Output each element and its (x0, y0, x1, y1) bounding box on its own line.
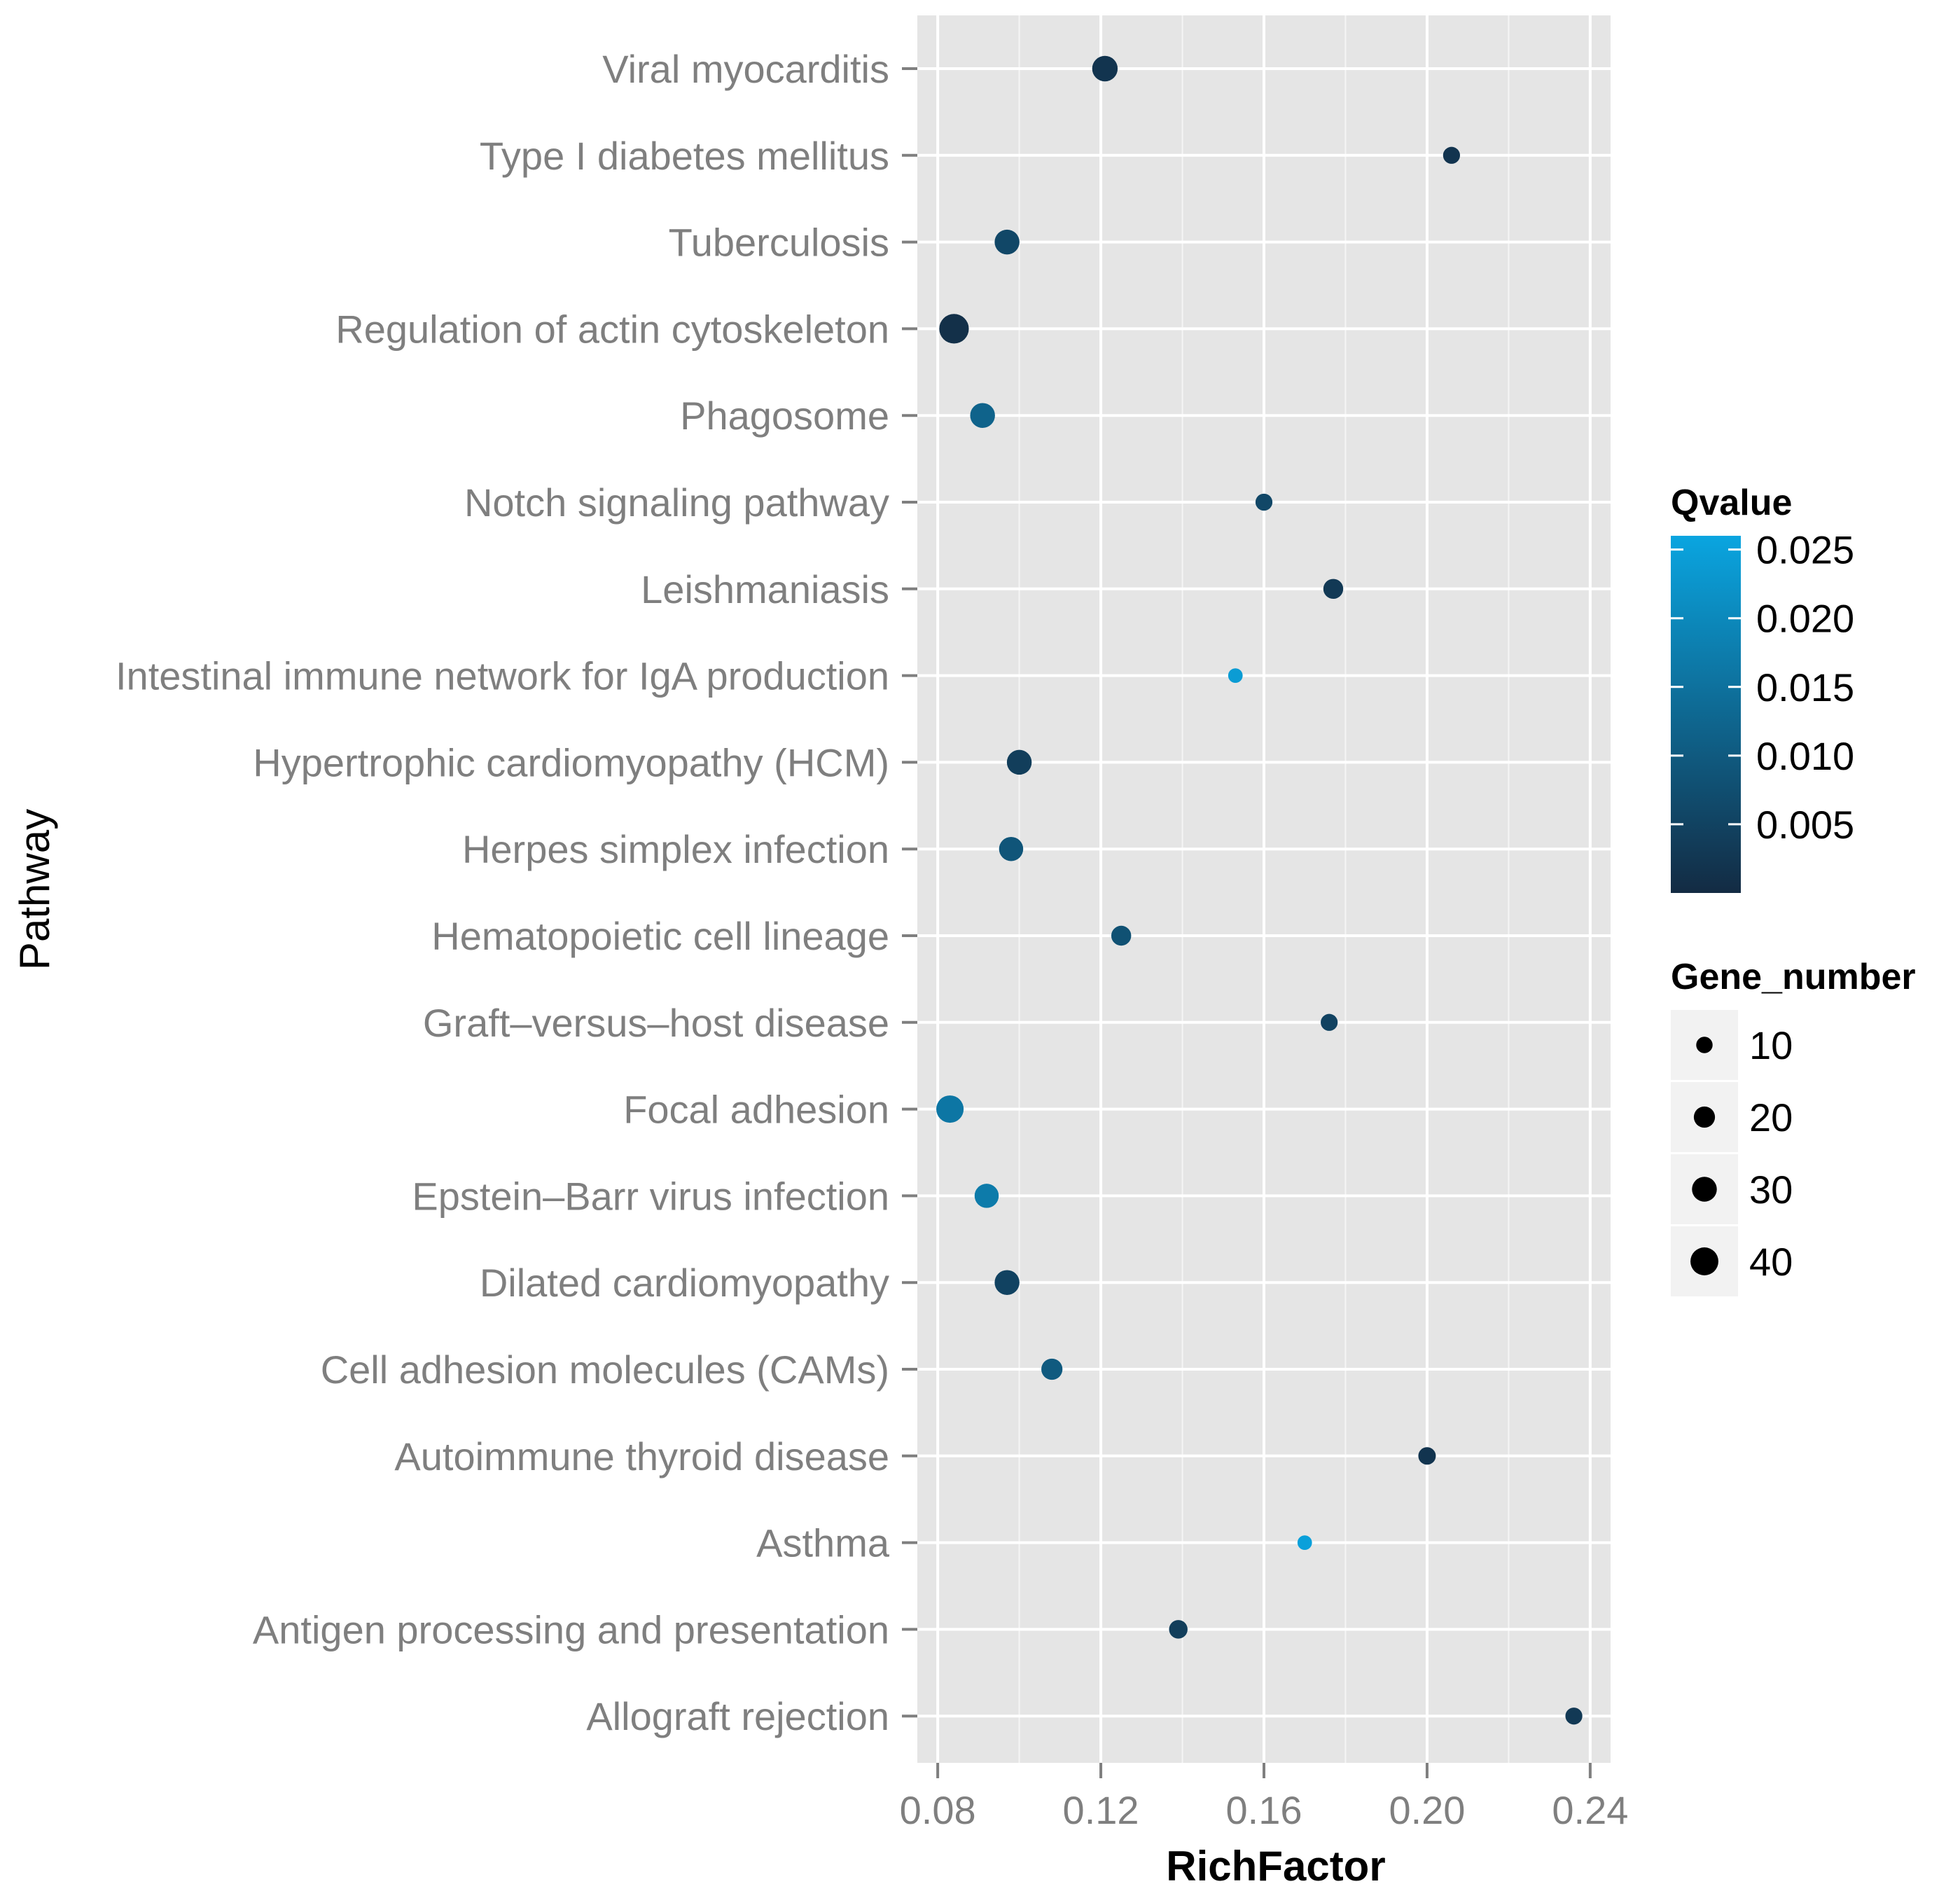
y-tick-label: Dilated cardiomyopathy (480, 1261, 889, 1305)
size-key-circle (1692, 1177, 1717, 1202)
data-point (1006, 749, 1032, 775)
data-point (1092, 55, 1118, 82)
y-tick-label: Autoimmune thyroid disease (394, 1434, 889, 1478)
y-tick-label: Graft–versus–host disease (423, 1001, 889, 1045)
size-key-circle (1693, 1106, 1716, 1128)
y-tick-label: Tuberculosis (669, 221, 889, 265)
data-point (994, 229, 1020, 255)
data-point (1255, 493, 1273, 511)
y-tick-label: Hematopoietic cell lineage (431, 914, 889, 958)
colorbar-label: 0.015 (1756, 665, 1854, 709)
data-point (1169, 1620, 1188, 1639)
y-tick-label: Viral myocarditis (602, 47, 889, 91)
y-tick-label: Allograft rejection (586, 1694, 889, 1738)
gene-number-legend-title: Gene_number (1671, 957, 1916, 997)
gene-number-legend: Gene_number 10 20 30 40 (1671, 957, 1916, 1296)
y-tick-label: Herpes simplex infection (462, 827, 889, 871)
y-axis-title: Pathway (11, 809, 58, 970)
size-key-label: 40 (1749, 1240, 1793, 1284)
y-tick-label: Leishmaniasis (641, 567, 889, 611)
data-point (1443, 146, 1461, 164)
qvalue-legend: Qvalue 0.005 0.010 0.015 0.020 0.025 (1671, 483, 1854, 893)
size-key-label: 30 (1749, 1168, 1793, 1212)
size-key-label: 10 (1749, 1023, 1793, 1067)
y-tick-label: Intestinal immune network for IgA produc… (116, 654, 889, 698)
y-tick-label: Epstein–Barr virus infection (412, 1174, 889, 1218)
data-point (994, 1270, 1020, 1295)
x-tick-label: 0.12 (1063, 1788, 1139, 1832)
data-point (1111, 925, 1132, 946)
colorbar-label: 0.020 (1756, 597, 1854, 641)
y-tick-label: Notch signaling pathway (464, 480, 889, 525)
data-point (1297, 1535, 1312, 1550)
data-point (936, 1095, 964, 1123)
data-point (1228, 668, 1243, 683)
grid-major (917, 15, 1611, 1763)
y-tick-label: Phagosome (680, 394, 889, 438)
x-tick-label: 0.08 (900, 1788, 976, 1832)
y-tick-label: Antigen processing and presentation (253, 1607, 889, 1651)
data-point (1041, 1358, 1063, 1380)
y-tick-label: Regulation of actin cytoskeleton (335, 307, 889, 351)
y-tick-label: Focal adhesion (623, 1088, 889, 1132)
size-key-label: 20 (1749, 1095, 1793, 1140)
data-point (939, 314, 969, 344)
data-point (999, 836, 1024, 861)
x-tick-label: 0.24 (1552, 1788, 1628, 1832)
y-tick-label: Asthma (756, 1521, 890, 1565)
y-tick-label: Cell adhesion molecules (CAMs) (321, 1348, 889, 1392)
data-point (1418, 1447, 1436, 1465)
data-points (936, 55, 1583, 1725)
data-point (974, 1184, 999, 1208)
qvalue-legend-title: Qvalue (1671, 483, 1792, 523)
x-tick-label: 0.20 (1389, 1788, 1465, 1832)
y-tick-label: Type I diabetes mellitus (480, 134, 889, 178)
size-key-circle (1690, 1247, 1718, 1275)
colorbar-label: 0.005 (1756, 803, 1854, 847)
colorbar-label: 0.010 (1756, 734, 1854, 778)
size-key-circle (1696, 1037, 1713, 1053)
qvalue-colorbar (1671, 536, 1741, 893)
x-tick-label: 0.16 (1226, 1788, 1302, 1832)
y-tick-label: Hypertrophic cardiomyopathy (HCM) (253, 740, 889, 784)
x-axis-title: RichFactor (1166, 1843, 1385, 1890)
y-axis: Allograft rejection Antigen processing an… (116, 47, 917, 1738)
colorbar-label: 0.025 (1756, 528, 1854, 572)
data-point (1323, 579, 1344, 600)
data-point (970, 403, 995, 428)
grid-minor (1018, 15, 1510, 1763)
x-axis: 0.08 0.12 0.16 0.20 0.24 (900, 1763, 1628, 1832)
data-point (1565, 1708, 1583, 1725)
data-point (1321, 1013, 1338, 1031)
